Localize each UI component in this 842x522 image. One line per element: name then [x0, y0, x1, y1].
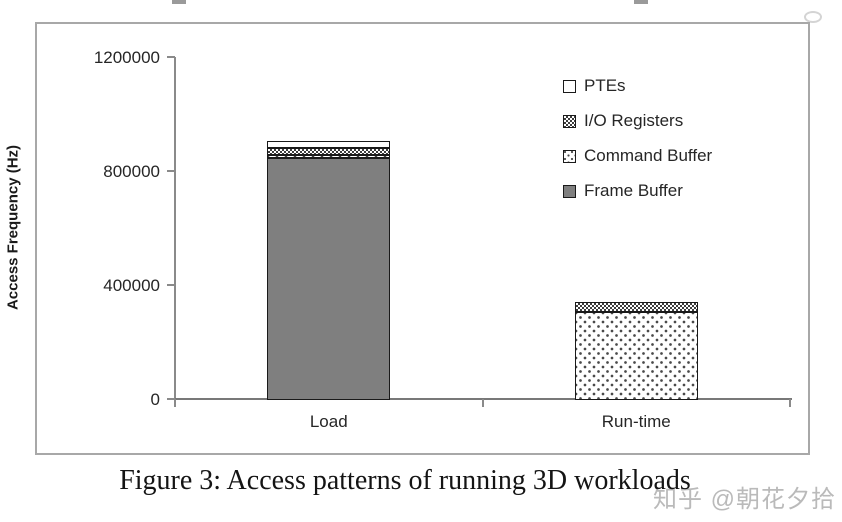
bar-segment-load-i-o-registers [267, 148, 391, 156]
y-tick-mark [167, 284, 175, 286]
y-tick-label: 400000 [103, 275, 160, 295]
cropped-text-fragment-left [172, 0, 186, 4]
legend-swatch-frame-buffer [563, 184, 576, 198]
x-category-label-run-time: Run-time [601, 412, 671, 431]
bar-segment-load-ptes [267, 141, 391, 149]
legend-item-command-buffer: Command Buffer [563, 145, 712, 167]
y-tick-label: 0 [150, 389, 160, 409]
cropped-text-fragment-right [634, 0, 648, 4]
x-tick-mark [789, 399, 791, 407]
bar-segment-run-time-command-buffer [574, 311, 698, 400]
x-tick-mark [174, 399, 176, 407]
legend-label-ptes: PTEs [584, 76, 626, 95]
legend-item-frame-buffer: Frame Buffer [563, 180, 712, 202]
x-category-label-load: Load [309, 412, 348, 431]
legend-swatch-io-registers [563, 114, 576, 128]
y-tick-mark [167, 170, 175, 172]
bar-segment-load-frame-buffer [267, 157, 391, 400]
y-tick-label: 1200000 [93, 47, 160, 67]
legend-item-ptes: PTEs [563, 75, 712, 97]
legend-label-frame-buffer: Frame Buffer [584, 181, 683, 200]
x-tick-mark [481, 399, 484, 407]
bar-segment-load-command-buffer [267, 155, 391, 158]
y-axis-line [174, 57, 176, 400]
x-axis-line [175, 398, 792, 400]
legend-label-io-registers: I/O Registers [584, 111, 684, 130]
cropped-mark-top-right [804, 11, 822, 23]
zhihu-watermark: 知乎 @朝花夕拾 [652, 486, 836, 513]
y-tick-label: 800000 [103, 161, 160, 181]
figure-caption: Figure 3: Access patterns of running 3D … [119, 465, 691, 496]
bar-segment-run-time-i-o-registers [574, 301, 698, 312]
legend: PTEs I/O Registers Command Buffer Frame … [563, 75, 712, 202]
legend-swatch-ptes [563, 79, 576, 93]
legend-swatch-command-buffer [563, 149, 576, 163]
y-tick-mark [167, 56, 175, 58]
y-axis-title: Access Frequency (Hz) [4, 144, 22, 311]
legend-item-io-registers: I/O Registers [563, 110, 712, 132]
y-tick-mark [167, 398, 175, 400]
legend-label-command-buffer: Command Buffer [584, 146, 713, 165]
